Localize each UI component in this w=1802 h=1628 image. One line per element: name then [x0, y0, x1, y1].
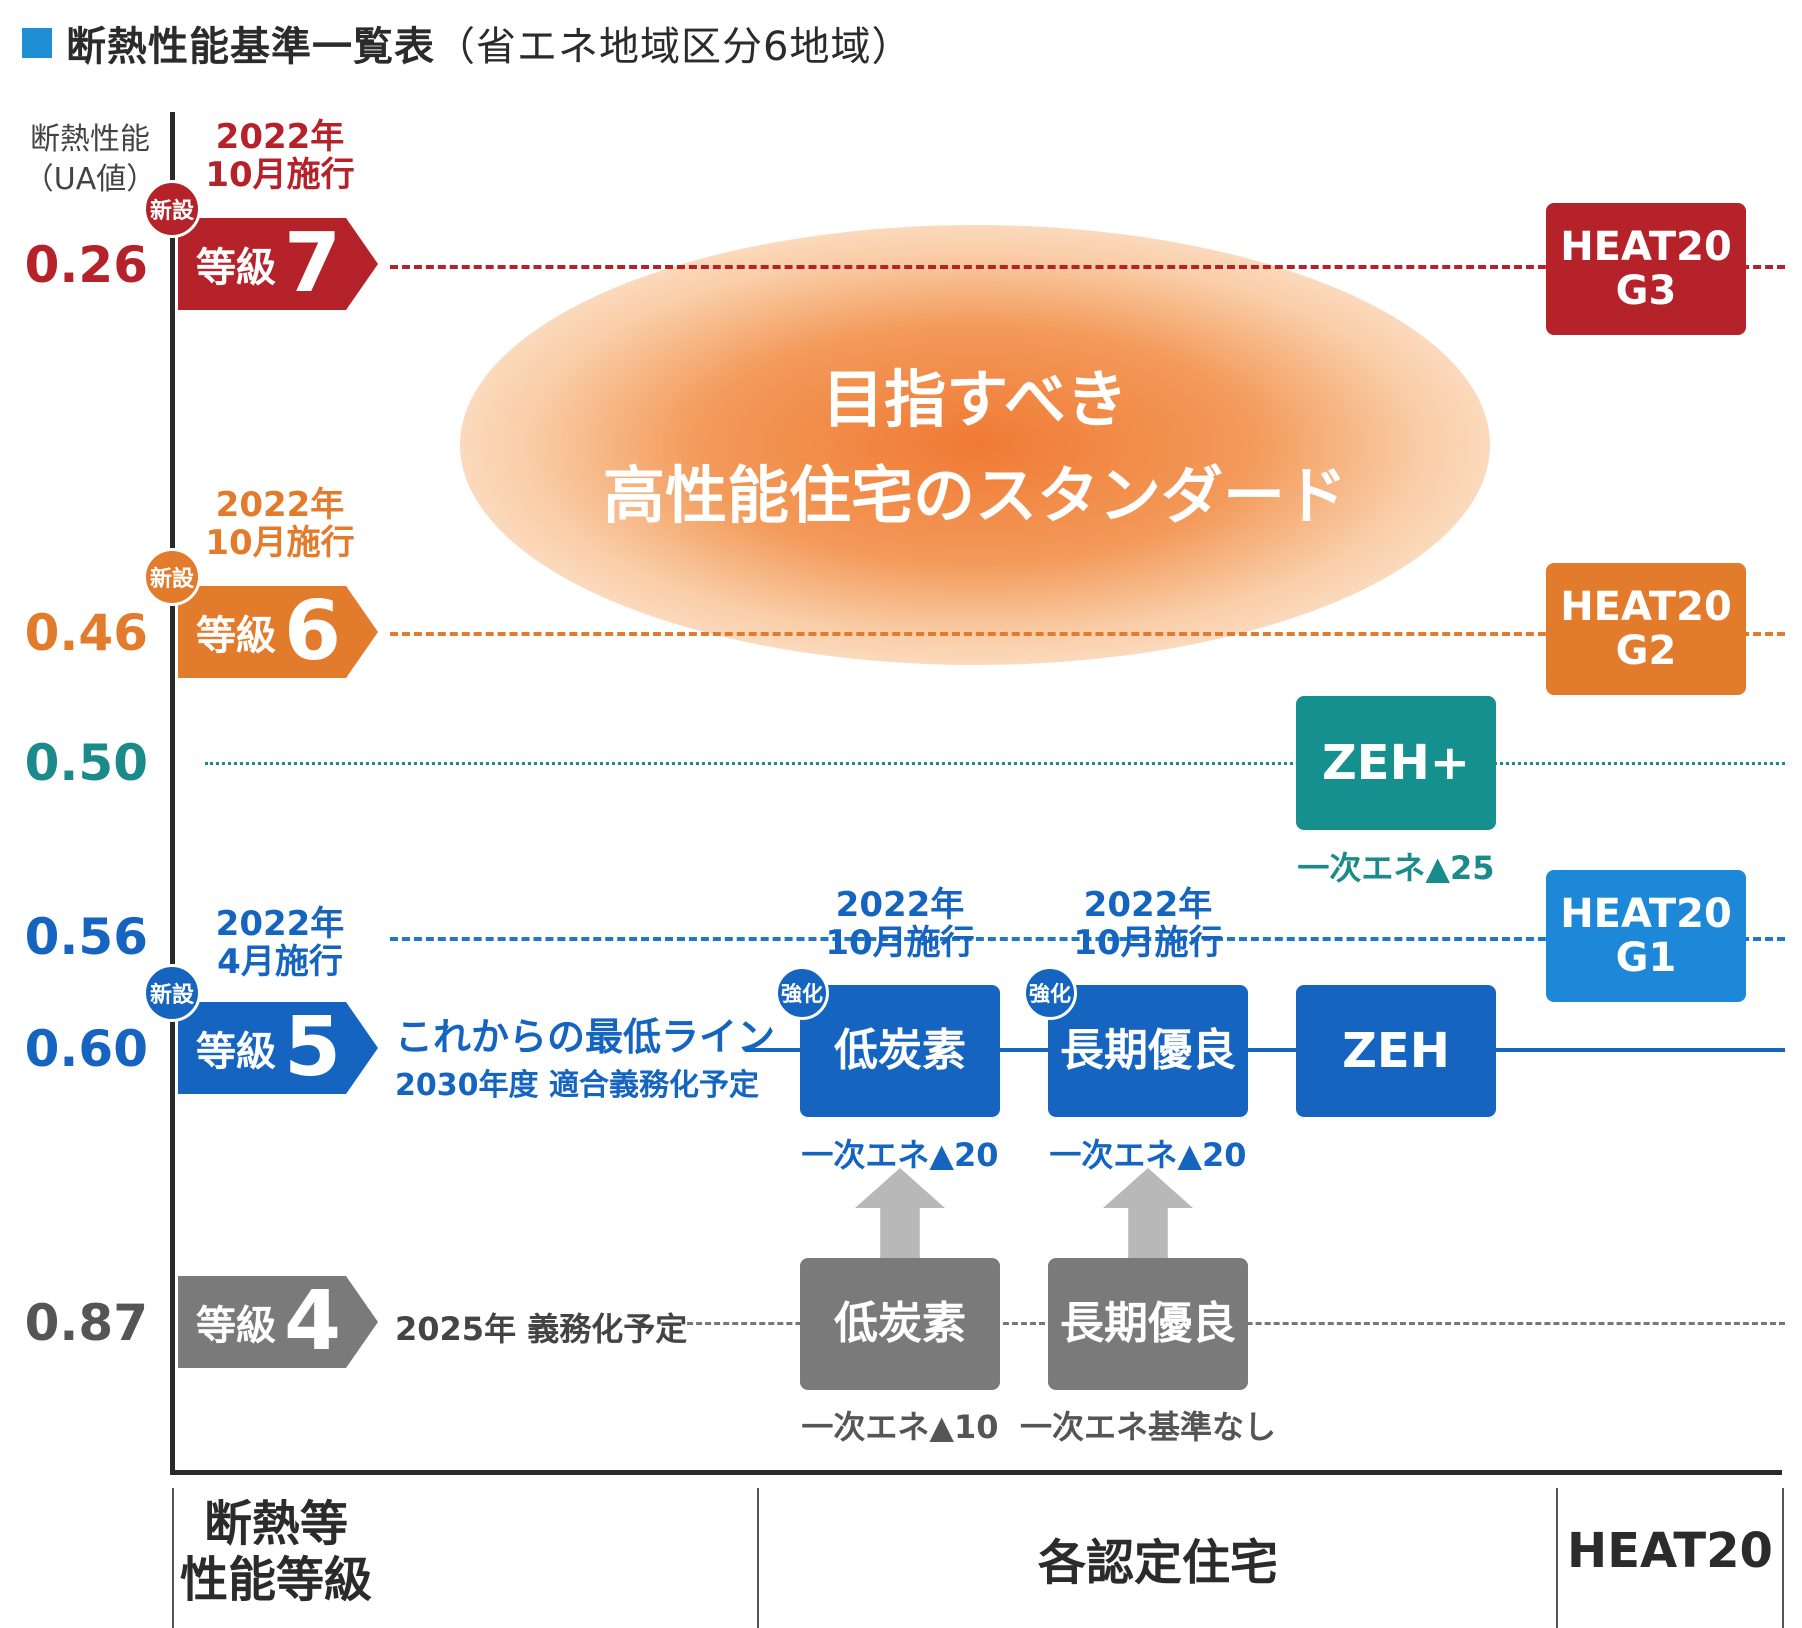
grade4-arrow: 等級 4 — [178, 1276, 378, 1368]
longterm-old-box: 長期優良 — [1048, 1258, 1248, 1390]
grade6-arrow: 等級 6 — [178, 586, 378, 678]
category-certified: 各認定住宅 — [1037, 1535, 1278, 1591]
ua-label-087: 0.87 — [24, 1294, 148, 1352]
center-line1: 目指すべき — [822, 363, 1128, 436]
y-axis-title: 断熱性能 （UA値） — [20, 120, 160, 200]
grade5-date: 2022年 4月施行 — [190, 905, 370, 981]
grade4-desc: 2025年 義務化予定 — [395, 1304, 688, 1350]
grade7-date-line1: 2022年 — [215, 117, 345, 157]
grade5-date-line1: 2022年 — [215, 904, 345, 944]
ua-056-line — [390, 937, 1785, 941]
center-line2: 高性能住宅のスタンダード — [602, 459, 1347, 532]
category-grades: 断熱等 性能等級 — [176, 1496, 376, 1608]
heat20-g2-box: HEAT20 G2 — [1546, 563, 1746, 695]
lowcarbon-date-line1: 2022年 — [835, 885, 965, 925]
zeh-plus-note: 一次エネ▲25 — [1297, 849, 1495, 887]
grade6-new-badge: 新設 — [143, 548, 201, 606]
heat20-g2-line2: G2 — [1615, 628, 1677, 674]
grade7-number: 7 — [284, 216, 342, 311]
grade5-new-badge: 新設 — [143, 964, 201, 1022]
x-axis — [170, 1470, 1782, 1475]
title-square-icon — [22, 28, 52, 58]
grade5-arrow: 等級 5 — [178, 1002, 378, 1094]
category-separator-right — [1556, 1488, 1558, 1628]
chart-title: 断熱性能基準一覧表（省エネ地域区分6地域） — [22, 14, 912, 72]
grade5-desc-sub: 2030年度 適合義務化予定 — [395, 1068, 759, 1103]
lowcarbon-old-note: 一次エネ▲10 — [801, 1408, 999, 1446]
category-separator-end — [1782, 1488, 1784, 1628]
grade7-label: 等級 — [196, 245, 276, 291]
lowcarbon-note: 一次エネ▲20 — [801, 1136, 999, 1174]
longterm-note: 一次エネ▲20 — [1049, 1136, 1247, 1174]
category-separator-left — [172, 1488, 174, 1628]
zeh-plus-box: ZEH+ — [1296, 696, 1496, 830]
longterm-date: 2022年 10月施行 — [1058, 886, 1238, 962]
category-grades-line2: 性能等級 — [179, 1552, 372, 1608]
ua-046-line — [390, 632, 1785, 636]
highlight-glow — [460, 225, 1490, 665]
grade6-date-line2: 10月施行 — [205, 523, 355, 563]
lowcarbon-up-arrow-icon — [855, 1168, 945, 1268]
longterm-strengthen-tag: 強化 — [1023, 966, 1077, 1020]
ua-060-line — [745, 1048, 1785, 1052]
grade5-desc-main: これからの最低ライン — [395, 1015, 776, 1059]
grade7-new-badge: 新設 — [143, 180, 201, 238]
grade6-date: 2022年 10月施行 — [190, 486, 370, 562]
title-sub: （省エネ地域区分6地域） — [435, 24, 913, 70]
zeh-box: ZEH — [1296, 985, 1496, 1117]
grade6-label: 等級 — [196, 613, 276, 659]
grade6-date-line1: 2022年 — [215, 485, 345, 525]
heat20-g3-line2: G3 — [1615, 268, 1677, 314]
category-heat20: HEAT20 — [1567, 1523, 1773, 1579]
title-main: 断熱性能基準一覧表 — [66, 24, 435, 70]
heat20-g3-box: HEAT20 G3 — [1546, 203, 1746, 335]
lowcarbon-date: 2022年 10月施行 — [810, 886, 990, 962]
category-grades-line1: 断熱等 — [203, 1496, 348, 1552]
grade7-date: 2022年 10月施行 — [190, 118, 370, 194]
grade4-number: 4 — [284, 1274, 342, 1369]
ua-label-050: 0.50 — [24, 734, 148, 792]
longterm-box: 長期優良 — [1048, 985, 1248, 1117]
ua-label-026: 0.26 — [24, 236, 148, 294]
grade4-label: 等級 — [196, 1303, 276, 1349]
longterm-up-arrow-icon — [1103, 1168, 1193, 1268]
grade6-number: 6 — [284, 584, 342, 679]
grade5-date-line2: 4月施行 — [217, 942, 343, 982]
y-axis-title-line1: 断熱性能 — [30, 122, 150, 157]
ua-label-046: 0.46 — [24, 604, 148, 662]
heat20-g1-box: HEAT20 G1 — [1546, 870, 1746, 1002]
grade7-date-line2: 10月施行 — [205, 155, 355, 195]
ua-label-060: 0.60 — [24, 1020, 148, 1078]
lowcarbon-old-box: 低炭素 — [800, 1258, 1000, 1390]
heat20-g2-line1: HEAT20 — [1560, 584, 1732, 630]
heat20-g1-line2: G1 — [1615, 935, 1677, 981]
ua-050-line — [205, 762, 1785, 765]
longterm-date-line2: 10月施行 — [1073, 923, 1223, 963]
longterm-date-line1: 2022年 — [1083, 885, 1213, 925]
y-axis-title-line2: （UA値） — [23, 162, 157, 197]
center-message: 目指すべき 高性能住宅のスタンダード — [460, 352, 1490, 544]
longterm-old-note: 一次エネ基準なし — [1019, 1408, 1276, 1446]
y-axis — [170, 112, 175, 1475]
heat20-g1-line1: HEAT20 — [1560, 891, 1732, 937]
grade5-number: 5 — [284, 1000, 342, 1095]
grade7-arrow: 等級 7 — [178, 218, 378, 310]
lowcarbon-date-line2: 10月施行 — [825, 923, 975, 963]
lowcarbon-strengthen-tag: 強化 — [775, 966, 829, 1020]
ua-026-line — [390, 265, 1785, 269]
category-separator-mid — [757, 1488, 759, 1628]
heat20-g3-line1: HEAT20 — [1560, 224, 1732, 270]
ua-label-056: 0.56 — [24, 908, 148, 966]
grade5-label: 等級 — [196, 1029, 276, 1075]
lowcarbon-box: 低炭素 — [800, 985, 1000, 1117]
